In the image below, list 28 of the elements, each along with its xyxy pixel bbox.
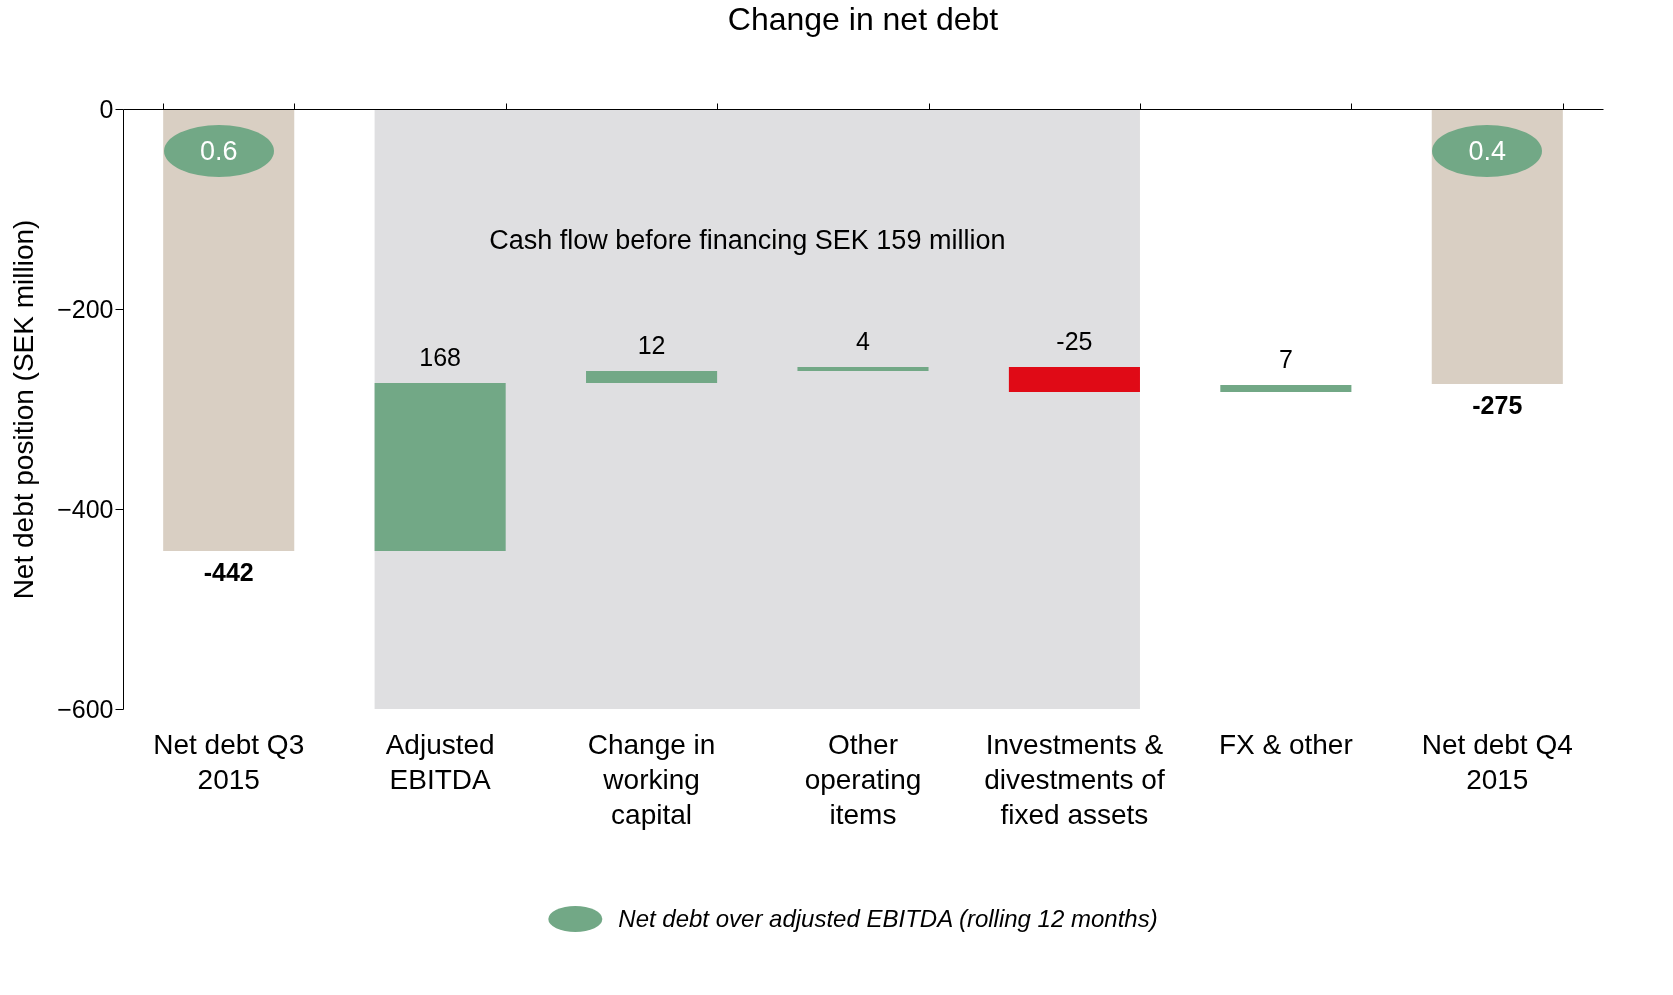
data-label: 168 [419, 343, 461, 371]
x-tick-label: Other operating items [804, 728, 922, 830]
y-tick-label: −200 [57, 294, 114, 323]
data-label: -442 [203, 558, 254, 586]
x-tick-label: Adjusted EBITDA [385, 728, 495, 795]
bar [797, 367, 929, 371]
data-label: 12 [637, 331, 666, 359]
bar [163, 109, 295, 551]
x-tick-label: Net debt Q4 2015 [1421, 728, 1573, 795]
band-label: Cash flow before financing SEK 159 million [489, 225, 1006, 256]
x-tick-label: Investments & divestments of fixed assets [984, 728, 1165, 830]
data-label: -275 [1472, 391, 1523, 419]
data-label: -25 [1056, 327, 1093, 355]
x-tick-label: Change in working capital [587, 728, 716, 830]
text: Net debt over adjusted EBITDA (rolling 12 months) [618, 905, 1158, 933]
bar [374, 383, 506, 551]
chart-title: Change in net debt [727, 1, 999, 37]
x-tick-label: FX & other [1218, 728, 1353, 760]
y-tick-label: 0 [99, 94, 114, 123]
y-axis-title: Net debt position (SEK million) [8, 219, 40, 600]
bar [1008, 367, 1140, 392]
y-tick-label: −600 [57, 694, 114, 723]
x-tick-label: Net debt Q3 2015 [153, 728, 305, 795]
bar [586, 371, 718, 383]
y-tick-label: −400 [57, 494, 114, 523]
data-label: 7 [1278, 345, 1293, 373]
data-label: 4 [856, 327, 871, 355]
bar [1220, 385, 1352, 392]
